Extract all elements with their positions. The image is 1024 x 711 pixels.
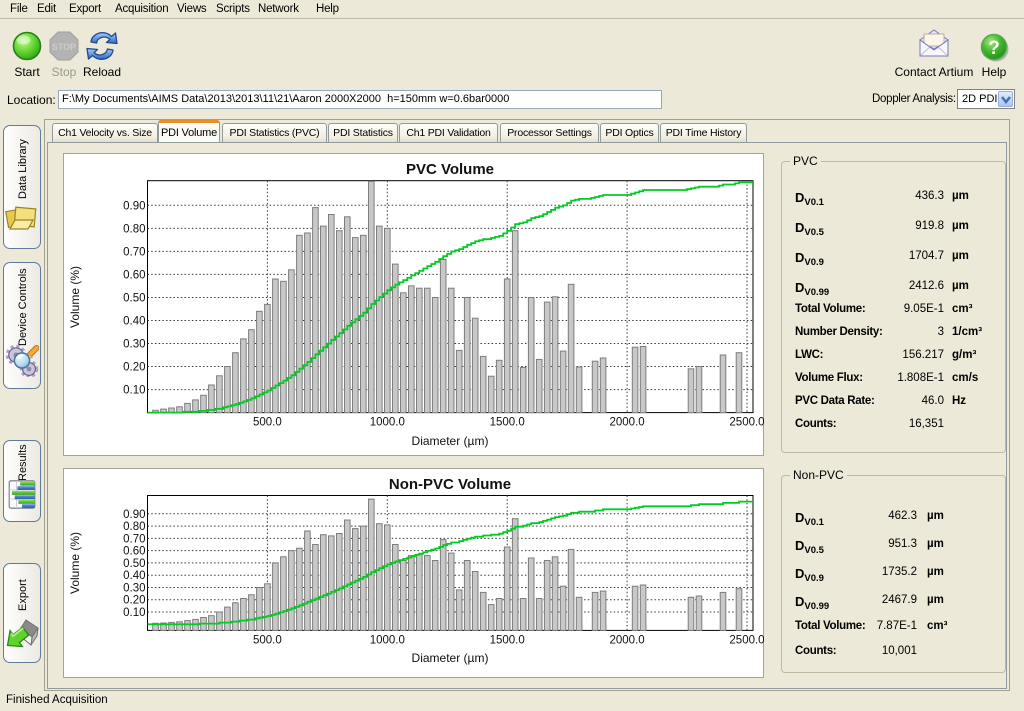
svg-text:0.20: 0.20 [123,595,145,607]
svg-text:2000.0: 2000.0 [610,634,645,646]
svg-text:PVC Volume: PVC Volume [406,161,494,178]
svg-text:0.70: 0.70 [123,246,145,258]
svg-text:2500.0: 2500.0 [729,634,764,646]
svg-text:0.20: 0.20 [123,362,145,374]
svg-text:Volume (%): Volume (%) [68,266,82,328]
svg-text:1000.0: 1000.0 [370,634,405,646]
svg-text:0.60: 0.60 [123,546,145,558]
svg-text:0.90: 0.90 [123,200,145,212]
svg-text:0.80: 0.80 [123,223,145,235]
svg-text:0.80: 0.80 [123,521,145,533]
svg-text:0.70: 0.70 [123,533,145,545]
svg-text:500.0: 500.0 [253,634,282,646]
svg-text:1500.0: 1500.0 [490,634,525,646]
svg-text:0.30: 0.30 [123,583,145,595]
svg-text:Non-PVC Volume: Non-PVC Volume [389,476,511,493]
svg-text:500.0: 500.0 [253,417,282,429]
svg-text:0.10: 0.10 [123,607,145,619]
svg-text:0.40: 0.40 [123,316,145,328]
svg-text:Diameter (µm): Diameter (µm) [412,651,489,665]
svg-text:0.10: 0.10 [123,385,145,397]
svg-text:0.30: 0.30 [123,339,145,351]
svg-text:0.40: 0.40 [123,570,145,582]
svg-text:Volume (%): Volume (%) [68,532,82,594]
svg-text:1500.0: 1500.0 [490,417,525,429]
svg-text:Diameter (µm): Diameter (µm) [412,434,489,448]
svg-text:0.60: 0.60 [123,269,145,281]
svg-text:0.50: 0.50 [123,558,145,570]
svg-text:0.50: 0.50 [123,293,145,305]
svg-text:?: ? [988,38,1000,59]
svg-text:STOP: STOP [52,42,76,52]
svg-text:2500.0: 2500.0 [729,417,764,429]
svg-text:2000.0: 2000.0 [610,417,645,429]
svg-text:0.90: 0.90 [123,509,145,521]
svg-text:1000.0: 1000.0 [370,417,405,429]
